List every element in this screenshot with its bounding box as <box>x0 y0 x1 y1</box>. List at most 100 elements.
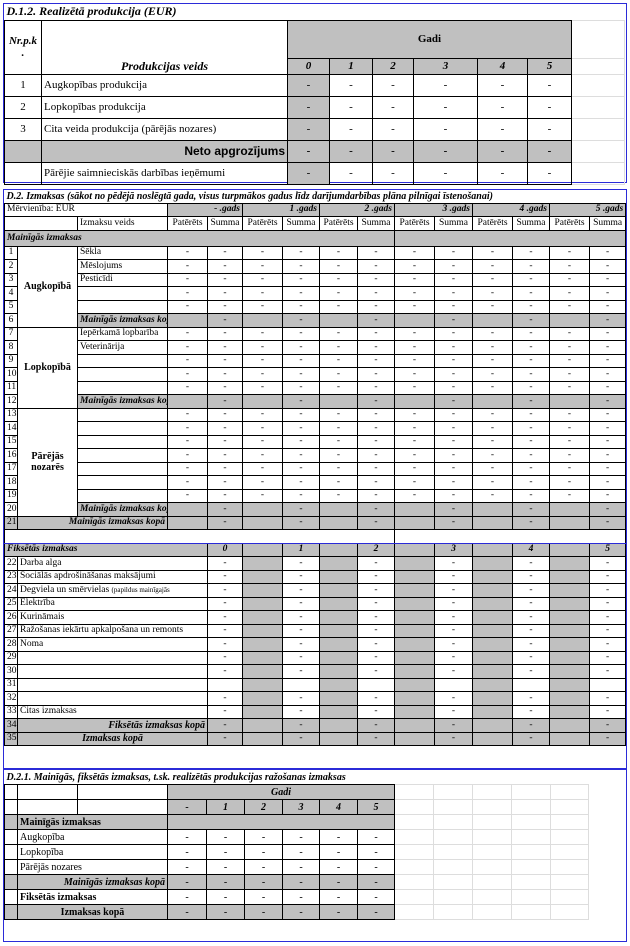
value-cell[interactable]: - <box>472 407 513 422</box>
value-cell[interactable]: - <box>242 367 283 382</box>
value-cell[interactable]: - <box>319 367 358 382</box>
value-cell[interactable]: - <box>282 691 320 706</box>
value-cell[interactable]: - <box>394 272 435 287</box>
value-cell[interactable]: - <box>527 73 572 97</box>
value-cell[interactable]: - <box>434 421 473 436</box>
value-cell[interactable]: - <box>588 299 627 314</box>
value-cell[interactable]: - <box>512 691 550 706</box>
value-cell[interactable]: - <box>242 380 283 395</box>
value-cell[interactable]: - <box>207 367 243 382</box>
value-cell[interactable]: - <box>434 569 473 584</box>
value-cell[interactable]: - <box>549 299 590 314</box>
value-cell[interactable]: - <box>512 488 550 503</box>
value-cell[interactable]: - <box>512 286 550 301</box>
value-cell[interactable]: - <box>357 556 395 571</box>
value-cell[interactable]: - <box>434 353 473 368</box>
value-cell[interactable]: - <box>394 448 435 463</box>
value-cell[interactable]: - <box>282 596 320 611</box>
value-cell[interactable]: - <box>588 556 627 571</box>
value-cell[interactable]: - <box>434 434 473 449</box>
value-cell[interactable]: - <box>472 340 513 355</box>
value-cell[interactable]: - <box>357 650 395 665</box>
value-cell[interactable] <box>282 677 320 692</box>
value-cell[interactable]: - <box>207 286 243 301</box>
value-cell[interactable]: - <box>207 556 243 571</box>
value-cell[interactable]: - <box>434 704 473 719</box>
value-cell[interactable]: - <box>167 380 208 395</box>
value-cell[interactable]: - <box>549 326 590 341</box>
value-cell[interactable]: - <box>512 569 550 584</box>
value-cell[interactable]: - <box>319 407 358 422</box>
value-cell[interactable]: - <box>549 367 590 382</box>
value-cell[interactable]: - <box>588 623 627 638</box>
value-cell[interactable]: - <box>357 353 395 368</box>
value-cell[interactable]: - <box>282 434 320 449</box>
value-cell[interactable]: - <box>242 272 283 287</box>
value-cell[interactable]: - <box>282 704 320 719</box>
value-cell[interactable]: - <box>357 664 395 679</box>
value-cell[interactable]: - <box>167 475 208 490</box>
value-cell[interactable]: - <box>434 556 473 571</box>
value-cell[interactable]: - <box>357 637 395 652</box>
value-cell[interactable]: - <box>357 407 395 422</box>
value-cell[interactable]: - <box>282 380 320 395</box>
value-cell[interactable]: - <box>588 421 627 436</box>
value-cell[interactable]: - <box>357 259 395 274</box>
value-cell[interactable]: - <box>434 596 473 611</box>
value-cell[interactable]: - <box>357 623 395 638</box>
value-cell[interactable]: - <box>357 475 395 490</box>
value-cell[interactable]: - <box>472 353 513 368</box>
value-cell[interactable]: - <box>588 691 627 706</box>
value-cell[interactable]: - <box>167 272 208 287</box>
value-cell[interactable]: - <box>512 245 550 260</box>
value-cell[interactable]: - <box>282 326 320 341</box>
value-cell[interactable]: - <box>512 583 550 598</box>
value-cell[interactable]: - <box>167 340 208 355</box>
value-cell[interactable]: - <box>394 421 435 436</box>
value-cell[interactable]: - <box>512 623 550 638</box>
value-cell[interactable]: - <box>207 569 243 584</box>
value-cell[interactable]: - <box>472 259 513 274</box>
value-cell[interactable]: - <box>357 340 395 355</box>
value-cell[interactable]: - <box>588 596 627 611</box>
value-cell[interactable]: - <box>472 245 513 260</box>
value-cell[interactable]: - <box>329 161 373 185</box>
value-cell[interactable]: - <box>434 691 473 706</box>
value-cell[interactable] <box>512 677 550 692</box>
value-cell[interactable]: - <box>394 326 435 341</box>
value-cell[interactable]: - <box>472 461 513 476</box>
value-cell[interactable]: - <box>588 245 627 260</box>
value-cell[interactable]: - <box>549 421 590 436</box>
value-cell[interactable]: - <box>512 326 550 341</box>
value-cell[interactable]: - <box>549 259 590 274</box>
value-cell[interactable]: - <box>588 475 627 490</box>
value-cell[interactable]: - <box>588 461 627 476</box>
value-cell[interactable]: - <box>319 434 358 449</box>
value-cell[interactable]: - <box>512 475 550 490</box>
value-cell[interactable]: - <box>434 488 473 503</box>
value-cell[interactable]: - <box>434 623 473 638</box>
value-cell[interactable]: - <box>207 421 243 436</box>
value-cell[interactable]: - <box>167 245 208 260</box>
value-cell[interactable]: - <box>282 353 320 368</box>
value-cell[interactable]: - <box>167 434 208 449</box>
value-cell[interactable]: - <box>282 610 320 625</box>
value-cell[interactable]: - <box>357 704 395 719</box>
value-cell[interactable]: - <box>207 623 243 638</box>
value-cell[interactable]: - <box>472 475 513 490</box>
value-cell[interactable]: - <box>472 367 513 382</box>
value-cell[interactable]: - <box>472 421 513 436</box>
value-cell[interactable]: - <box>282 461 320 476</box>
value-cell[interactable]: - <box>207 245 243 260</box>
value-cell[interactable]: - <box>549 475 590 490</box>
value-cell[interactable]: - <box>588 380 627 395</box>
value-cell[interactable]: - <box>477 117 528 141</box>
value-cell[interactable]: - <box>207 353 243 368</box>
value-cell[interactable]: - <box>282 421 320 436</box>
value-cell[interactable]: - <box>242 340 283 355</box>
value-cell[interactable]: - <box>357 610 395 625</box>
value-cell[interactable]: - <box>394 407 435 422</box>
value-cell[interactable]: - <box>434 475 473 490</box>
value-cell[interactable]: - <box>434 299 473 314</box>
value-cell[interactable]: - <box>207 637 243 652</box>
